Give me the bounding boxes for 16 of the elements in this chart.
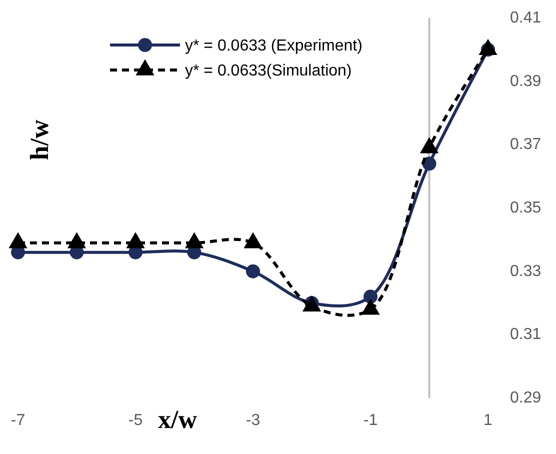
y-tick-label: 0.31 — [510, 326, 542, 344]
x-tick-label: -7 — [10, 412, 26, 429]
y-tick-label: 0.33 — [510, 262, 542, 280]
legend-label: y* = 0.0633(Simulation) — [185, 62, 352, 80]
x-tick-label: 1 — [484, 412, 493, 429]
legend-label: y* = 0.0633 (Experiment) — [185, 38, 362, 55]
x-axis-title: x/w — [158, 405, 198, 434]
y-tick-label: 0.29 — [510, 390, 542, 406]
x-tick-label: -5 — [128, 412, 143, 429]
x-tick-label: -1 — [363, 412, 378, 429]
y-tick-label: 0.35 — [510, 200, 542, 216]
y-tick-label: 0.39 — [510, 72, 542, 90]
y-axis-title: h/w — [25, 120, 54, 160]
x-tick-label: -3 — [246, 412, 260, 429]
y-tick-label: 0.41 — [510, 10, 542, 26]
y-tick-label: 0.37 — [510, 136, 542, 154]
